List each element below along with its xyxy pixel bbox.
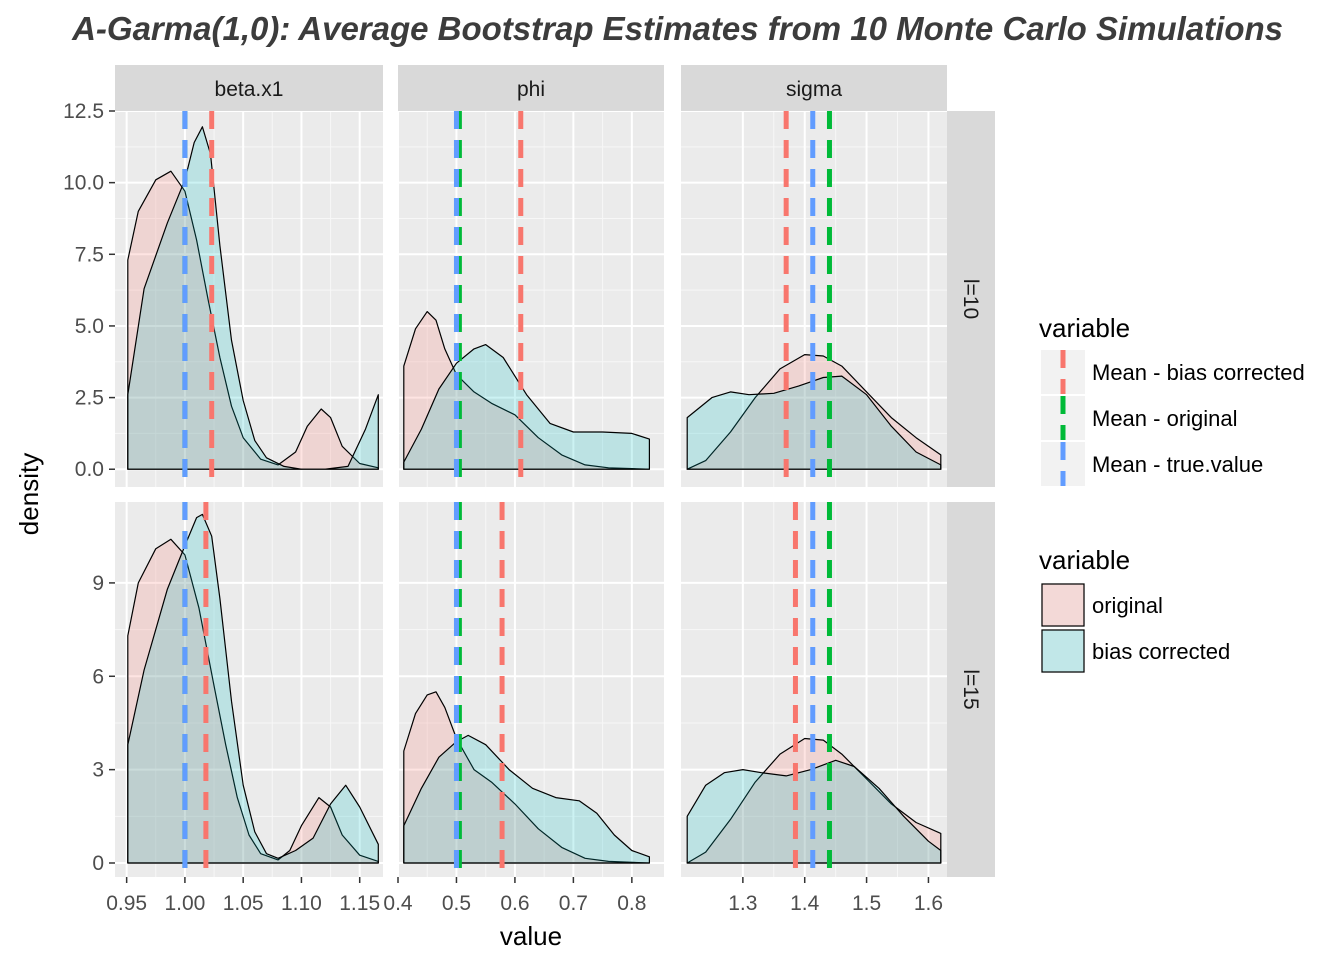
density-area-bias-corrected <box>127 513 379 864</box>
facet-strip-label: phi <box>517 78 545 101</box>
y-tick-label: 10.0 <box>63 172 104 195</box>
panel-phi-l=10 <box>397 110 664 487</box>
y-tick-label: 5.0 <box>75 315 104 338</box>
facet-strip-l=15 <box>947 502 995 877</box>
chart-title: A-Garma(1,0): Average Bootstrap Estimate… <box>71 10 1283 47</box>
y-tick-label: 7.5 <box>75 243 104 266</box>
facet-strip-label: sigma <box>786 78 842 101</box>
legend-fill-original: original <box>1041 583 1163 627</box>
density-area-bias-corrected <box>686 759 942 864</box>
x-tick-label: 1.00 <box>164 892 205 915</box>
x-axis-label: value <box>500 921 562 951</box>
panel-background <box>115 111 383 487</box>
panel-phi-l=15 <box>397 502 664 877</box>
density-area-bias-corrected <box>403 734 650 864</box>
density-group-sigma-l=10 <box>686 111 942 487</box>
density-group-beta.x1-l=10 <box>127 111 379 487</box>
facet-strip-l=10 <box>947 111 995 487</box>
legend-line-orig: Mean - original <box>1041 396 1238 440</box>
x-tick-label: 0.7 <box>559 892 588 915</box>
y-tick-label: 9 <box>92 572 104 595</box>
legend-fill-label: bias corrected <box>1092 639 1230 664</box>
y-tick-label: 6 <box>92 665 104 688</box>
x-tick-label: 1.15 <box>339 892 380 915</box>
y-tick-label: 2.5 <box>75 387 104 410</box>
density-area-bias-corrected <box>127 126 379 470</box>
y-tick-label: 3 <box>92 759 104 782</box>
y-tick-label: 0.0 <box>75 458 104 481</box>
x-tick-label: 1.10 <box>281 892 322 915</box>
x-tick-label: 0.4 <box>383 892 413 915</box>
x-tick-label: 1.5 <box>852 892 881 915</box>
facet-strip-label: l=10 <box>959 279 982 319</box>
x-tick-label: 0.5 <box>442 892 471 915</box>
x-tick-label: 1.4 <box>790 892 820 915</box>
legend-line-label: Mean - original <box>1092 406 1238 431</box>
density-area-original <box>127 538 379 864</box>
x-tick-label: 0.8 <box>617 892 646 915</box>
x-tick-label: 0.6 <box>500 892 529 915</box>
legends: variable Mean - bias corrected Mean - orig… <box>1039 313 1305 673</box>
density-area-original <box>403 691 650 864</box>
legend-fill-bias-corrected: bias corrected <box>1041 629 1230 673</box>
y-axis-label: density <box>14 453 44 535</box>
legend-key-background <box>1041 583 1085 627</box>
panel-beta.x1-l=15 <box>115 502 383 877</box>
x-tick-label: 1.05 <box>223 892 264 915</box>
legend-key-swatch <box>1041 583 1085 627</box>
facet-strip-label: l=15 <box>959 669 982 709</box>
facet-strip-label: beta.x1 <box>215 78 284 101</box>
facet-strip-sigma <box>681 65 947 111</box>
density-group-beta.x1-l=15 <box>127 502 379 877</box>
y-tick-label: 12.5 <box>63 100 104 123</box>
legend-key-swatch <box>1041 629 1085 673</box>
density-area-bias-corrected <box>403 344 650 470</box>
x-tick-label: 0.95 <box>106 892 147 915</box>
legend-line-label: Mean - bias corrected <box>1092 360 1305 385</box>
legend-line-true: Mean - true.value <box>1041 442 1263 486</box>
density-area-bias-corrected <box>686 375 942 470</box>
density-group-phi-l=15 <box>403 502 650 877</box>
legend-key-background <box>1041 629 1085 673</box>
panel-background <box>398 111 664 487</box>
legend-fill-title: variable <box>1039 545 1130 575</box>
x-tick-label: 1.3 <box>728 892 757 915</box>
density-area-original <box>127 170 379 470</box>
facet-strip-phi <box>398 65 664 111</box>
legend-line-label: Mean - true.value <box>1092 452 1263 477</box>
legend-fill-label: original <box>1092 593 1163 618</box>
density-group-phi-l=10 <box>403 111 650 487</box>
facet-panels: beta.x1 phi sigma l=10 l=15 0.95 1.00 1.05 1.10 1… <box>63 65 995 915</box>
density-area-original <box>403 311 650 470</box>
panel-background <box>398 502 664 877</box>
y-tick-label: 0 <box>92 852 104 875</box>
legend-line-bias: Mean - bias corrected <box>1041 350 1305 394</box>
facet-strip-beta.x1 <box>115 65 383 111</box>
legend-lines-title: variable <box>1039 313 1130 343</box>
panel-background <box>115 502 383 877</box>
x-tick-label: 1.6 <box>914 892 943 915</box>
density-group-sigma-l=15 <box>686 502 942 877</box>
